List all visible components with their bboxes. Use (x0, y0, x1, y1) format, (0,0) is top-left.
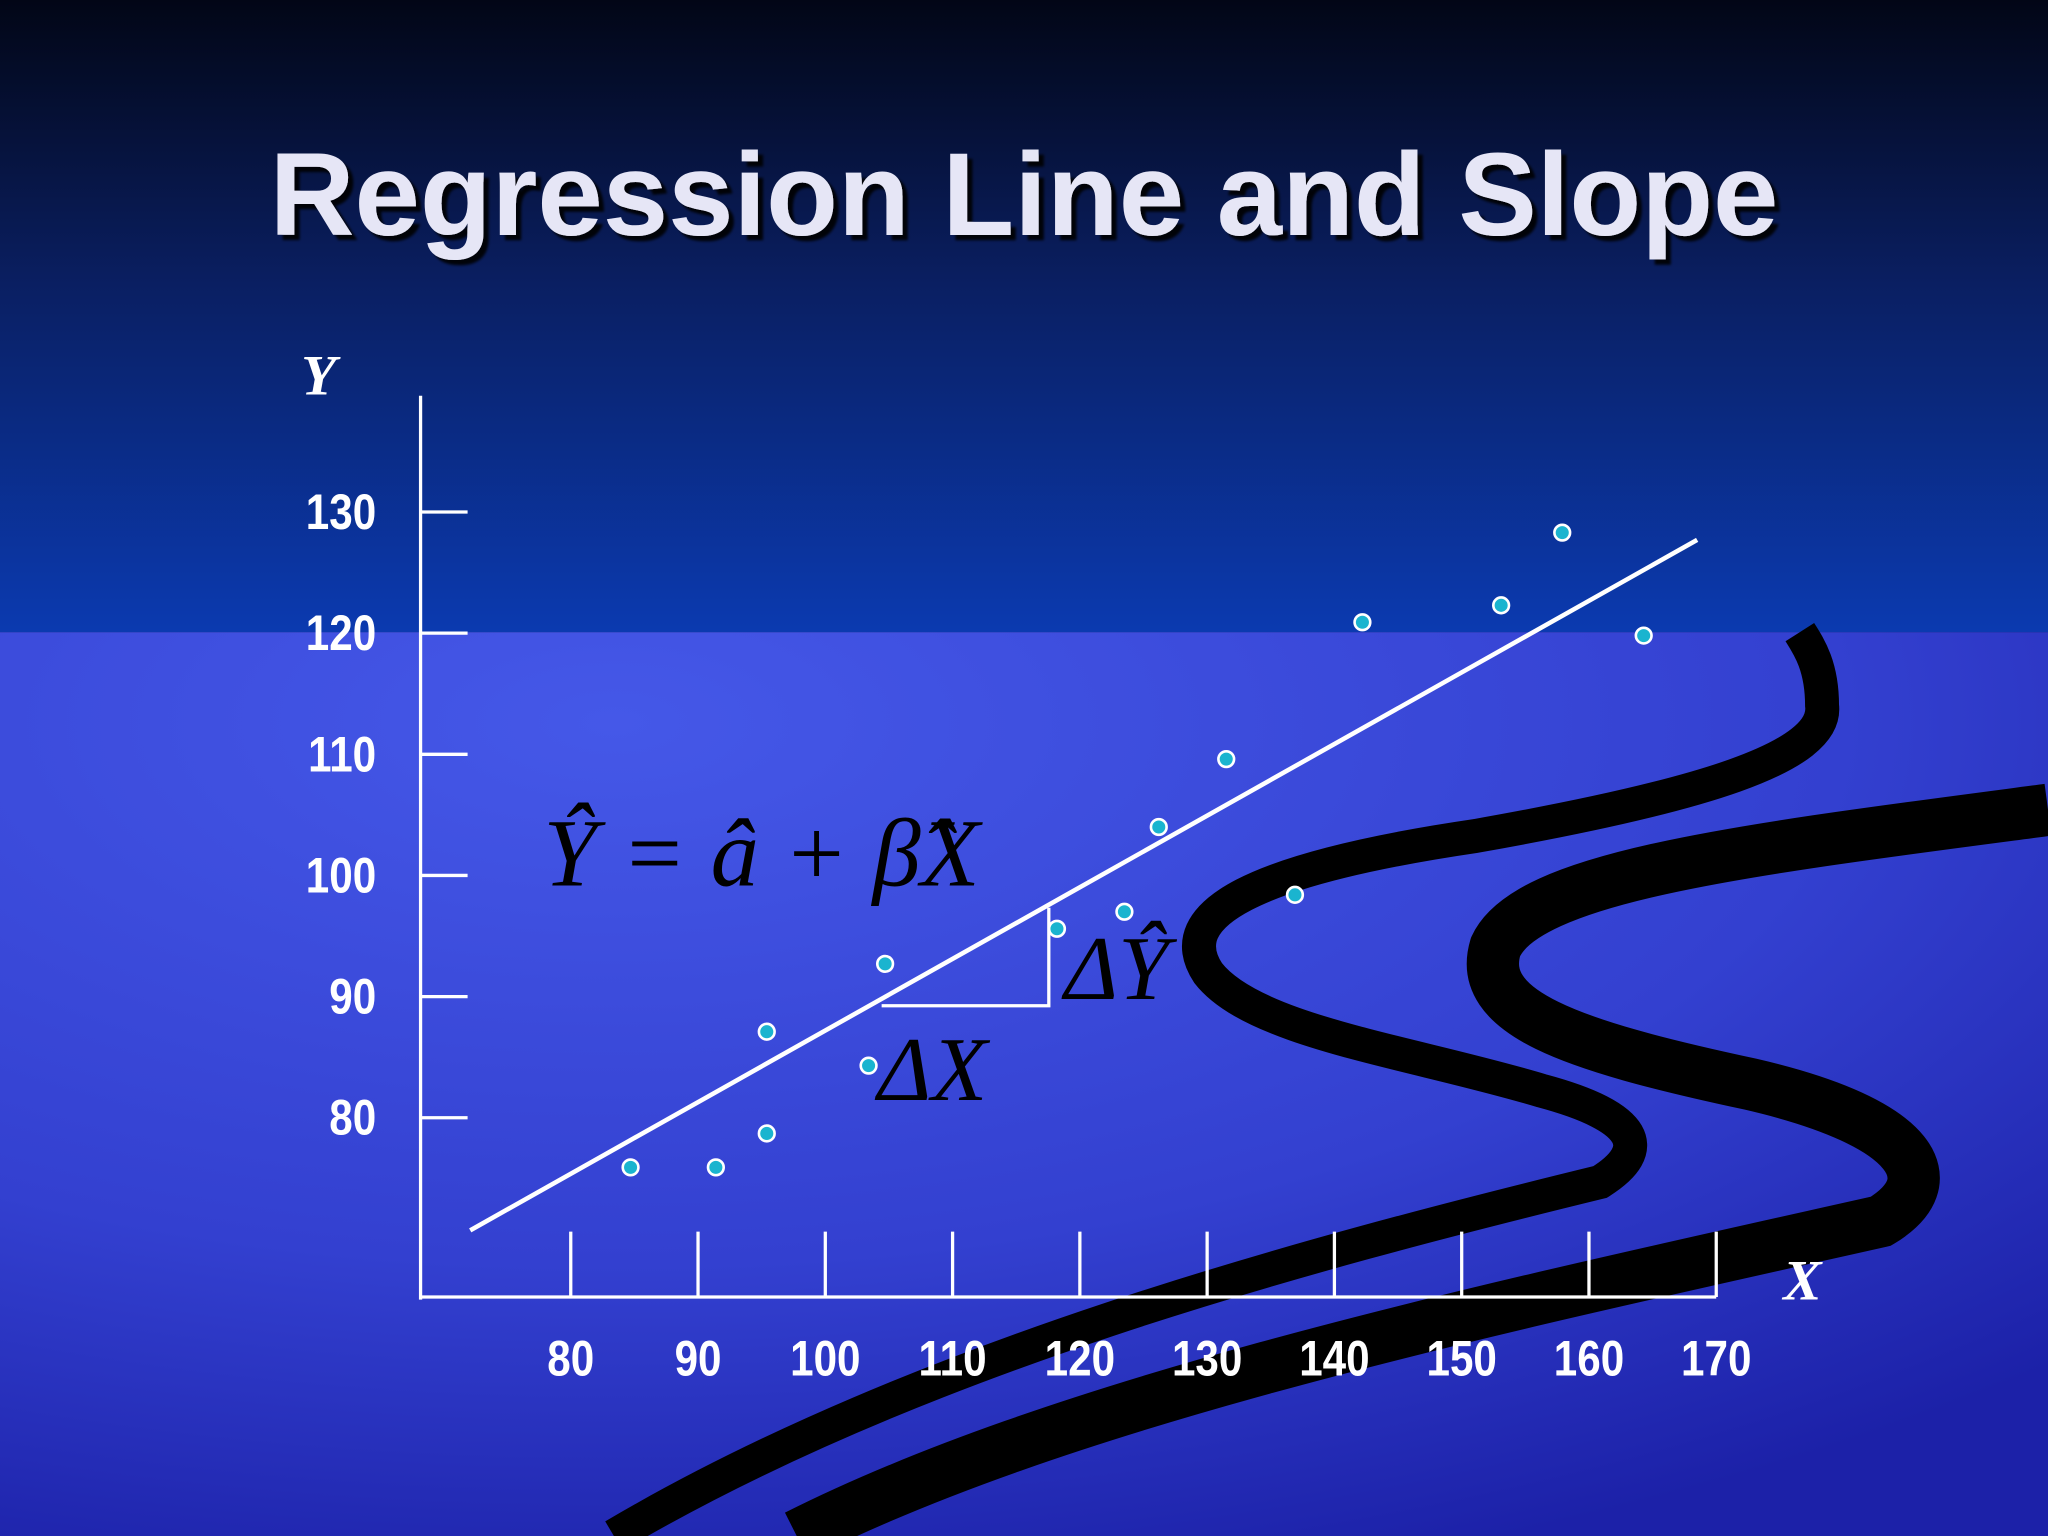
x-tick-label: 100 (790, 1330, 860, 1386)
slide-title: Regression Line and Slope (270, 129, 1779, 260)
data-point (757, 1124, 776, 1143)
x-axis-label: X (1781, 1250, 1823, 1313)
x-tick-label: 160 (1554, 1330, 1624, 1386)
x-tick-label: 110 (919, 1330, 987, 1386)
y-tick-label: 100 (306, 847, 376, 903)
data-point (1634, 626, 1653, 645)
data-point (1149, 817, 1168, 837)
x-tick-label: 150 (1427, 1330, 1497, 1386)
formula: Ŷ = â + β̂X (543, 800, 983, 907)
data-point (1217, 750, 1236, 769)
y-tick-label: 90 (329, 968, 376, 1024)
data-point (1047, 919, 1067, 938)
slope-triangle (881, 907, 1051, 1008)
regression-line (469, 537, 1699, 1233)
y-tick-label: 80 (329, 1089, 376, 1145)
data-point (1353, 613, 1372, 632)
background-top (0, 0, 2048, 633)
delta-x-label: ΔX (874, 1019, 991, 1120)
delta-y-label: ΔŶ (1060, 918, 1177, 1019)
decor-curve (605, 623, 1840, 1536)
data-point (757, 1022, 776, 1041)
decor-curve (784, 783, 2048, 1536)
data-point (1492, 596, 1511, 615)
x-tick-label: 140 (1299, 1330, 1369, 1386)
data-point (859, 1056, 878, 1075)
x-tick-label: 120 (1045, 1330, 1115, 1386)
x-tick-label: 170 (1681, 1330, 1751, 1386)
x-tick-label: 130 (1172, 1330, 1242, 1386)
data-point (1553, 523, 1572, 542)
x-tick-label: 90 (675, 1330, 722, 1386)
data-point (706, 1158, 725, 1177)
y-tick-label: 120 (306, 605, 376, 661)
data-point (1285, 885, 1305, 904)
y-tick-label: 110 (308, 726, 376, 782)
x-tick-label: 80 (547, 1330, 594, 1386)
y-tick-label: 130 (306, 484, 376, 540)
data-point (1115, 902, 1134, 921)
data-point (875, 954, 895, 974)
y-axis-label: Y (301, 344, 341, 407)
data-point (621, 1158, 640, 1177)
